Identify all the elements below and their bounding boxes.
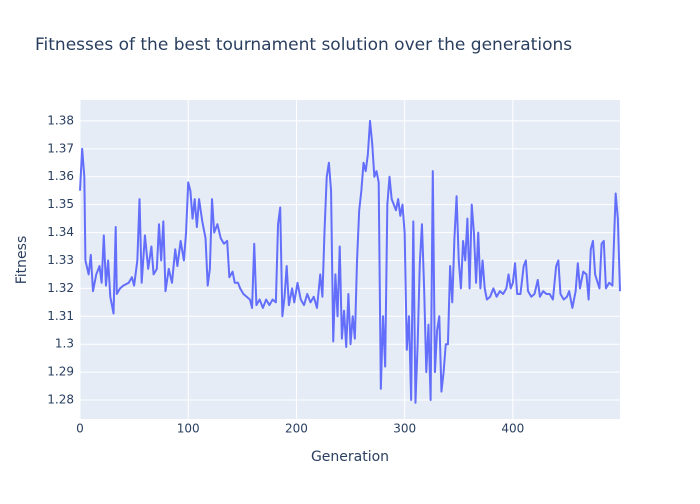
y-tick-label: 1.36 <box>47 169 74 183</box>
y-tick-label: 1.31 <box>47 309 74 323</box>
x-tick-label: 400 <box>501 422 524 436</box>
x-tick-label: 300 <box>393 422 416 436</box>
x-axis-title: Generation <box>311 449 389 465</box>
y-tick-label: 1.38 <box>47 113 74 127</box>
y-tick-label: 1.32 <box>47 281 74 295</box>
y-tick-label: 1.29 <box>47 365 74 379</box>
chart-title: Fitnesses of the best tournament solutio… <box>35 35 572 55</box>
y-tick-label: 1.37 <box>47 141 74 155</box>
plot-area <box>80 100 620 419</box>
y-tick-label: 1.35 <box>47 197 74 211</box>
data-line <box>79 119 621 404</box>
y-tick-label: 1.33 <box>47 253 74 267</box>
x-tick-label: 100 <box>177 422 200 436</box>
y-tick-label: 1.28 <box>47 393 74 407</box>
y-tick-label: 1.3 <box>55 337 74 351</box>
y-axis-title: Fitness <box>14 236 30 285</box>
y-tick-label: 1.34 <box>47 225 74 239</box>
x-tick-label: 0 <box>76 422 84 436</box>
x-tick-label: 200 <box>285 422 308 436</box>
